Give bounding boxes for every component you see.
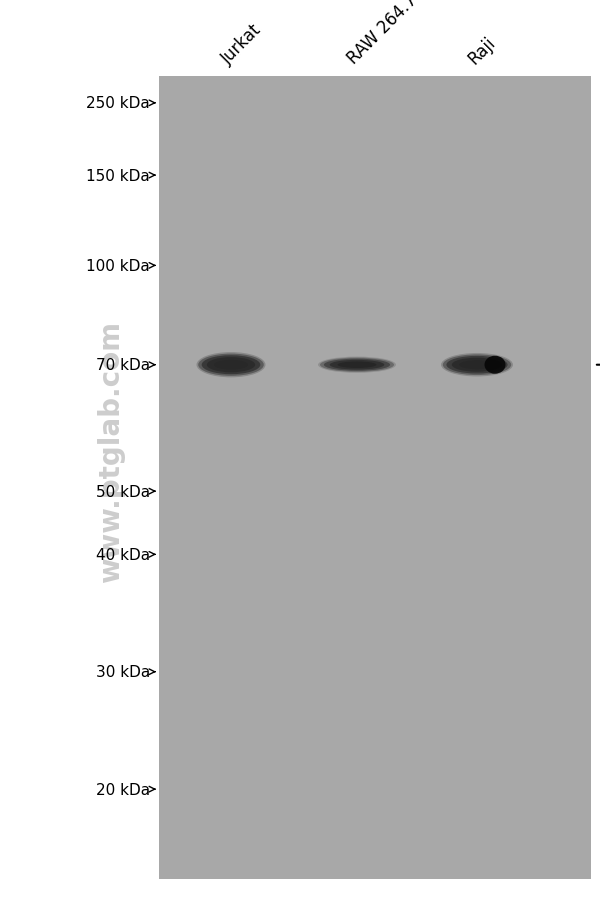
Ellipse shape xyxy=(337,362,377,369)
Text: Raji: Raji xyxy=(464,33,499,68)
Text: 30 kDa: 30 kDa xyxy=(96,665,150,679)
Text: 150 kDa: 150 kDa xyxy=(86,169,150,183)
Ellipse shape xyxy=(452,358,502,373)
Ellipse shape xyxy=(485,356,505,374)
Ellipse shape xyxy=(207,358,255,373)
Ellipse shape xyxy=(214,360,248,371)
Ellipse shape xyxy=(198,354,264,376)
Text: 20 kDa: 20 kDa xyxy=(96,782,150,796)
Text: www.ptglab.com: www.ptglab.com xyxy=(97,320,125,582)
Text: 250 kDa: 250 kDa xyxy=(86,97,150,111)
Ellipse shape xyxy=(441,354,513,377)
Ellipse shape xyxy=(446,356,508,374)
Text: 100 kDa: 100 kDa xyxy=(86,259,150,273)
Ellipse shape xyxy=(318,357,396,373)
Ellipse shape xyxy=(443,355,511,375)
Ellipse shape xyxy=(324,359,390,372)
Text: 40 kDa: 40 kDa xyxy=(96,548,150,562)
Text: 50 kDa: 50 kDa xyxy=(96,484,150,499)
Ellipse shape xyxy=(202,356,260,375)
Bar xyxy=(159,77,591,879)
Ellipse shape xyxy=(320,358,394,373)
Ellipse shape xyxy=(197,353,265,378)
Text: Jurkat: Jurkat xyxy=(218,21,265,68)
Text: 70 kDa: 70 kDa xyxy=(96,358,150,373)
Ellipse shape xyxy=(330,361,385,370)
Text: RAW 264.7: RAW 264.7 xyxy=(344,0,421,68)
Ellipse shape xyxy=(459,361,495,370)
